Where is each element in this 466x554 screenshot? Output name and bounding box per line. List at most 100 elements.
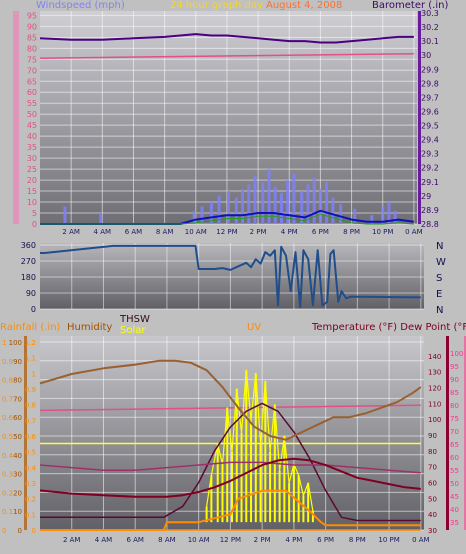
axis-labels: 959085807570656055504540353025201510502 …	[2, 9, 463, 544]
rain-tick-label: 0	[2, 527, 6, 535]
wind-gust-bar	[370, 215, 374, 224]
time-tick-label: 2 AM	[62, 228, 80, 236]
temperature-line	[39, 457, 421, 498]
wind-gust-bar	[234, 197, 238, 224]
humidity-tick-label: 40	[13, 452, 22, 460]
humidity-axis-bar	[24, 336, 27, 530]
barometer-tick-label: 29.6	[421, 107, 439, 116]
wind-gust-bar	[353, 208, 357, 224]
time-tick-label: 10 AM	[185, 228, 207, 236]
rainfall-label: Rainfall (.in)	[0, 322, 61, 333]
uv-tick-label: 1	[32, 370, 36, 378]
wind-gust-bar	[331, 197, 335, 224]
temp-tick-label: 80	[428, 448, 437, 456]
wind-gust-bar	[339, 204, 343, 224]
uv-tick-label: 0.8	[25, 402, 36, 410]
rain-tick-label: 0.1	[2, 508, 13, 516]
wind-gust-bar	[318, 188, 322, 224]
wind-tick-label: 35	[27, 143, 37, 152]
wind-tick-label: 50	[27, 110, 37, 119]
dew-tick-label: 90	[450, 376, 459, 384]
dew-tick-label: 50	[450, 480, 459, 488]
compass-label: E	[436, 289, 442, 300]
uv-tick-label: 0.3	[25, 480, 36, 488]
barometer-tick-label: 28.8	[421, 220, 439, 229]
barometer-tick-label: 29.2	[421, 164, 439, 173]
wind-tick-label: 45	[27, 121, 37, 130]
temp-time-tick-label: 6 PM	[317, 536, 334, 544]
wind-tick-label: 85	[27, 33, 37, 42]
wind-tick-label: 0	[32, 220, 37, 229]
barometer-tick-label: 30	[421, 51, 431, 60]
humidity-tick-label: 60	[13, 414, 22, 422]
windspeed-avg-line	[40, 213, 414, 225]
wind-gust-bar	[306, 184, 310, 224]
temp-time-tick-label: 4 AM	[95, 536, 113, 544]
wind-gust-bar	[300, 191, 304, 224]
top-plot-area	[40, 11, 417, 224]
uv-tick-label: 0.5	[25, 449, 36, 457]
temp-tick-label: 100	[428, 416, 441, 424]
barometer-tick-label: 29.7	[421, 93, 439, 102]
temp-tick-label: 30	[428, 527, 437, 535]
uv-tick-label: 1.2	[25, 339, 36, 347]
solar-line	[206, 369, 314, 512]
temp-tick-label: 140	[428, 353, 441, 361]
wind-gust-bar	[312, 177, 316, 224]
temp-tick-label: 40	[428, 511, 437, 519]
dew-tick-label: 35	[450, 519, 459, 527]
temp-time-tick-label: 6 AM	[126, 536, 144, 544]
barometer-tick-label: 29.5	[421, 122, 439, 131]
direction-tick-label: 270	[21, 257, 36, 266]
direction-tick-label: 360	[21, 241, 36, 250]
temp-time-tick-label: 2 PM	[254, 536, 271, 544]
temp-time-tick-label: 12 PM	[220, 536, 241, 544]
uv-tick-label: 0.7	[25, 417, 36, 425]
compass-label: N	[436, 305, 443, 316]
temp-axis-bar	[446, 336, 449, 530]
wind-gust-bar	[217, 195, 221, 224]
time-tick-label: 2 PM	[250, 228, 267, 236]
time-tick-label: 8 PM	[343, 228, 360, 236]
humidity-tick-label: 90	[13, 358, 22, 366]
temp-tick-label: 110	[428, 400, 441, 408]
temp-tick-label: 120	[428, 385, 441, 393]
time-tick-label: 4 AM	[94, 228, 112, 236]
wind-tick-label: 70	[27, 66, 37, 75]
dew-tick-label: 75	[450, 415, 459, 423]
rain-tick-label: 1	[2, 339, 6, 347]
wind-tick-label: 20	[27, 176, 37, 185]
wind-gust-bar	[286, 180, 290, 224]
compass-label: W	[436, 257, 446, 268]
rain-tick-label: 0.9	[2, 358, 13, 366]
dew-tick-label: 100	[450, 350, 463, 358]
direction-tick-label: 180	[21, 273, 36, 282]
wind-gust-bar	[200, 206, 204, 224]
dew-pink-line	[39, 404, 421, 412]
wind-gust-bar	[279, 193, 283, 224]
dew-tick-label: 80	[450, 402, 459, 410]
solar-label: Solar	[120, 325, 146, 336]
temp-time-tick-label: 0 AM	[412, 536, 430, 544]
barometer-label: Barometer (.in)	[372, 0, 448, 11]
barometer-tick-label: 28.9	[421, 206, 439, 215]
wind-axis-bar	[13, 11, 19, 224]
dew-tick-label: 65	[450, 441, 459, 449]
wind-tick-label: 10	[27, 198, 37, 207]
temp-time-tick-label: 10 AM	[188, 536, 210, 544]
wind-tick-label: 15	[27, 187, 37, 196]
wind-tick-label: 60	[27, 88, 37, 97]
wind-gust-bar	[273, 186, 277, 224]
uv-label: UV	[247, 322, 261, 333]
wind-tick-label: 80	[27, 44, 37, 53]
wind-direction-line	[40, 244, 421, 309]
time-tick-label: 0 AM	[405, 228, 423, 236]
barometer-tick-label: 29.8	[421, 79, 439, 88]
temp-time-tick-label: 8 PM	[349, 536, 366, 544]
uv-tick-label: 0.4	[25, 464, 37, 472]
barometer-axis-bar	[418, 11, 421, 224]
humidity-tick-label: 70	[13, 395, 22, 403]
wind-tick-label: 95	[27, 11, 37, 20]
